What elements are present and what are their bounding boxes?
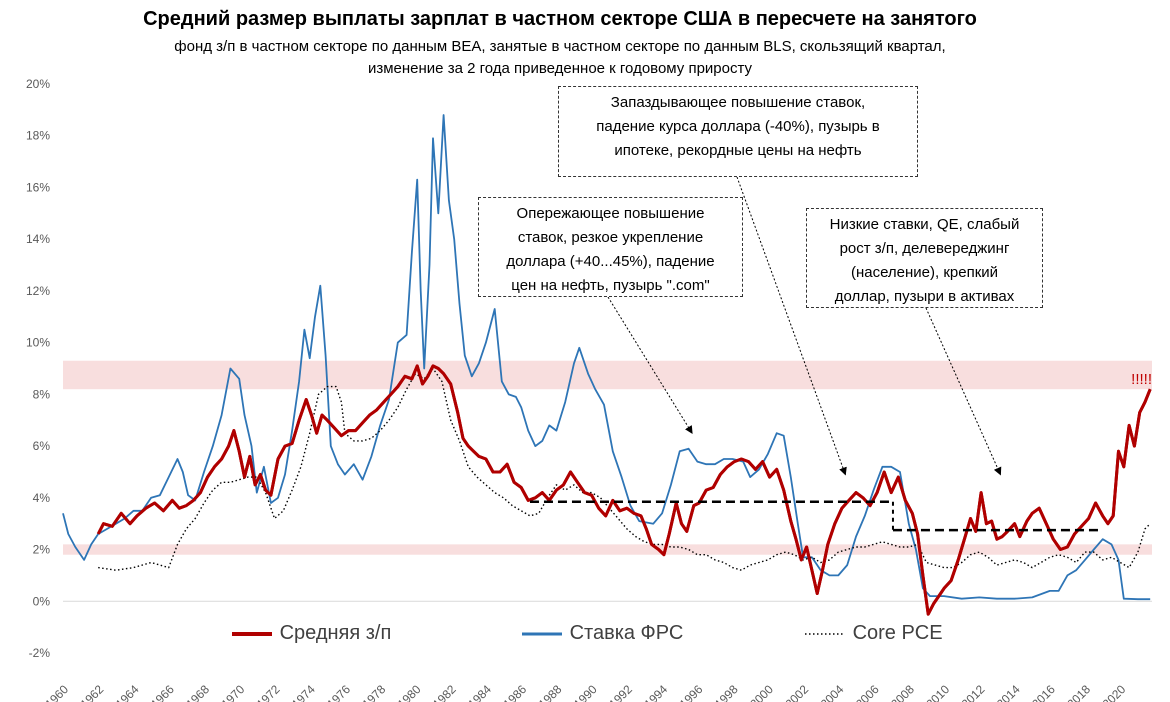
x-tick-label: 1968 [183, 682, 212, 702]
y-tick-label: 18% [26, 129, 50, 143]
x-tick-label: 2010 [923, 682, 952, 702]
annotation-line: Опережающее повышение [516, 205, 705, 222]
series-line-fed-rate [62, 114, 1151, 601]
y-tick-label: 12% [26, 284, 50, 298]
chart-subtitle-line1: фонд з/п в частном секторе по данным BEA… [174, 38, 946, 55]
legend-label-wage: Средняя з/п [279, 622, 392, 644]
x-tick-label: 2012 [959, 682, 988, 702]
x-tick-label: 1984 [465, 682, 494, 702]
x-tick-label: 1974 [289, 682, 318, 702]
legend-label-core-pce: Core PCE [852, 622, 943, 644]
legend-swatch-wage [232, 631, 272, 636]
y-tick-label: 0% [33, 594, 51, 608]
x-tick-label: 2006 [853, 682, 882, 702]
annotation-line: падение курса доллара (-40%), пузырь в [596, 118, 880, 135]
x-tick-label: 1980 [395, 682, 424, 702]
x-tick-label: 2020 [1100, 682, 1129, 702]
annotation-line: ставок, резкое укрепление [517, 229, 704, 246]
x-tick-label: 2002 [782, 682, 811, 702]
x-tick-label: 1992 [606, 682, 635, 702]
x-tick-label: 1964 [113, 682, 142, 702]
x-tick-label: 2008 [888, 682, 917, 702]
x-tick-label: 1970 [219, 682, 248, 702]
legend-item-core-pce: Core PCE [805, 622, 943, 645]
y-tick-label: 6% [33, 439, 51, 453]
annotation-line: рост з/п, делевереджинг [839, 240, 1010, 257]
y-tick-label: 14% [26, 232, 50, 246]
annotation-arrow [925, 307, 1002, 476]
legend-item-fed-rate: Ставка ФРС [522, 622, 683, 645]
x-tick-label: 1962 [78, 682, 107, 702]
annotation-line: (население), крепкий [850, 264, 999, 281]
x-tick-label: 1982 [430, 682, 459, 702]
annotation-arrow [736, 176, 847, 476]
annotation-line: Низкие ставки, QE, слабый [829, 216, 1020, 233]
y-tick-label: -2% [29, 646, 51, 660]
annotation-late-hikes: Запаздывающее повышение ставок, падение … [558, 86, 918, 177]
y-tick-label: 2% [33, 543, 51, 557]
y-tick-label: 16% [26, 180, 50, 194]
x-tick-label: 2016 [1029, 682, 1058, 702]
x-tick-label: 1990 [571, 682, 600, 702]
x-tick-label: 2014 [994, 682, 1023, 702]
legend-item-wage: Средняя з/п [232, 622, 391, 645]
annotation-low-rates: Низкие ставки, QE, слабый рост з/п, деле… [806, 208, 1043, 308]
annotation-line: доллар, пузыри в активах [834, 288, 1015, 305]
x-tick-label: 1978 [360, 682, 389, 702]
x-tick-label: 2004 [818, 682, 847, 702]
annotation-line: ипотеке, рекордные цены на нефть [614, 142, 862, 159]
chart-subtitle-line2: изменение за 2 года приведенное к годово… [367, 60, 753, 77]
x-tick-label: 2018 [1064, 682, 1093, 702]
x-tick-label: 1996 [677, 682, 706, 702]
y-tick-label: 8% [33, 387, 51, 401]
x-tick-label: 1994 [641, 682, 670, 702]
series-line-wage-overlay [96, 364, 1152, 616]
annotation-line: Запаздывающее повышение ставок, [610, 94, 866, 111]
x-tick-label: 2000 [747, 682, 776, 702]
chart-title: Средний размер выплаты зарплат в частном… [143, 8, 977, 30]
annotation-early-hikes: Опережающее повышение ставок, резкое укр… [478, 197, 743, 297]
x-tick-label: 1972 [254, 682, 283, 702]
x-tick-label: 1986 [500, 682, 529, 702]
y-tick-label: 10% [26, 336, 50, 350]
legend-swatch-fed-rate [522, 632, 562, 636]
x-tick-label: 1998 [712, 682, 741, 702]
legend-label-fed-rate: Ставка ФРС [569, 622, 684, 644]
y-tick-label: 4% [33, 491, 51, 505]
series-line-core-pce [98, 367, 1151, 571]
legend-swatch-core-pce [805, 632, 845, 635]
y-tick-label: 20% [26, 77, 50, 91]
x-tick-label: 1966 [148, 682, 177, 702]
exclaim-label: !!!!! [1131, 371, 1152, 388]
highlight-band [63, 544, 1152, 555]
x-tick-label: 1960 [42, 682, 71, 702]
annotation-arrow [607, 296, 693, 435]
annotation-line: доллара (+40...45%), падение [506, 253, 715, 270]
x-tick-label: 1988 [536, 682, 565, 702]
x-tick-label: 1976 [324, 682, 353, 702]
highlight-band [63, 360, 1152, 390]
annotation-line: цен на нефть, пузырь ".com" [511, 277, 710, 294]
